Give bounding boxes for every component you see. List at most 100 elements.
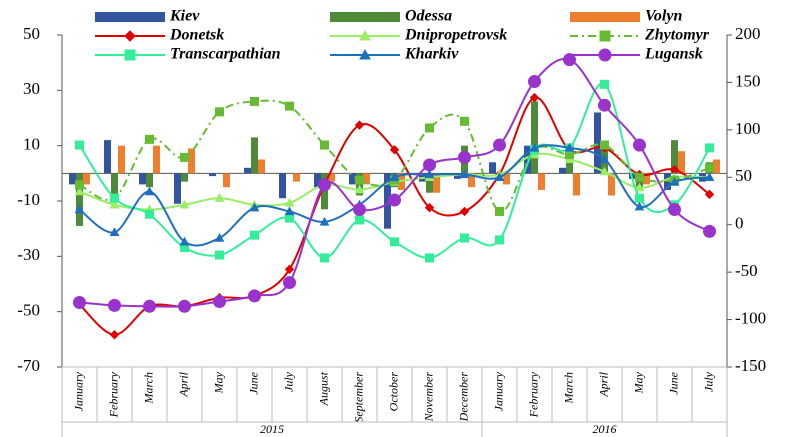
bar bbox=[293, 173, 300, 182]
point bbox=[635, 193, 644, 203]
bar bbox=[608, 173, 615, 196]
x-tick-label: March bbox=[141, 372, 155, 405]
bar bbox=[69, 173, 76, 185]
x-tick-label: February bbox=[526, 371, 540, 418]
bar bbox=[209, 173, 216, 177]
point bbox=[704, 189, 715, 200]
point bbox=[75, 140, 84, 150]
bar bbox=[279, 173, 286, 199]
point bbox=[285, 101, 294, 111]
bar bbox=[104, 140, 111, 174]
legend-label: Dnipropetrovsk bbox=[404, 27, 507, 44]
point bbox=[390, 237, 399, 247]
point bbox=[458, 150, 471, 164]
point bbox=[178, 299, 191, 313]
legend-marker bbox=[359, 29, 371, 41]
bar bbox=[573, 173, 580, 196]
point bbox=[633, 138, 646, 152]
point bbox=[459, 169, 470, 179]
point bbox=[284, 197, 295, 207]
point bbox=[179, 236, 190, 246]
point bbox=[635, 172, 644, 182]
y2-tick-label: 100 bbox=[735, 119, 761, 138]
line bbox=[78, 96, 711, 336]
legend-label: Odessa bbox=[405, 8, 452, 25]
y2-tick-label: -100 bbox=[735, 308, 766, 327]
bar bbox=[671, 140, 678, 174]
point bbox=[73, 295, 86, 309]
y-tick-label: -70 bbox=[17, 356, 40, 375]
point bbox=[109, 199, 120, 209]
y2-tick-label: 200 bbox=[735, 24, 761, 43]
point bbox=[145, 134, 154, 144]
bar bbox=[433, 173, 440, 193]
y-tick-label: -10 bbox=[17, 190, 40, 209]
point bbox=[144, 186, 155, 196]
point bbox=[599, 166, 610, 176]
point bbox=[424, 169, 435, 179]
point bbox=[250, 96, 259, 106]
x-tick-label: October bbox=[386, 372, 400, 412]
point bbox=[284, 264, 295, 275]
point bbox=[389, 145, 400, 155]
y2-tick-label: 0 bbox=[735, 214, 744, 233]
bar bbox=[174, 173, 181, 204]
x-tick-label: June bbox=[666, 371, 680, 394]
point bbox=[215, 250, 224, 260]
bar bbox=[223, 173, 230, 188]
x-tick-label: May bbox=[211, 371, 225, 394]
point bbox=[424, 202, 435, 213]
point bbox=[529, 142, 540, 152]
x-tick-label: February bbox=[106, 371, 120, 418]
legend-label: Kiev bbox=[169, 8, 200, 25]
bar bbox=[328, 173, 335, 182]
point bbox=[355, 175, 364, 185]
point bbox=[108, 298, 121, 312]
point bbox=[598, 98, 611, 112]
group-label: 2015 bbox=[260, 422, 284, 436]
line bbox=[78, 82, 711, 259]
point bbox=[669, 176, 680, 186]
point bbox=[460, 233, 469, 243]
bar bbox=[384, 173, 391, 229]
point bbox=[215, 107, 224, 117]
point bbox=[179, 199, 190, 209]
point bbox=[355, 215, 364, 225]
point bbox=[425, 253, 434, 263]
y-tick-label: 50 bbox=[23, 24, 40, 43]
y2-tick-label: -150 bbox=[735, 356, 766, 375]
point bbox=[529, 92, 540, 103]
point bbox=[75, 180, 84, 190]
bar bbox=[139, 173, 146, 185]
y2-tick-label: 50 bbox=[735, 166, 752, 185]
x-tick-label: June bbox=[246, 371, 260, 394]
point bbox=[494, 172, 505, 181]
point bbox=[564, 142, 575, 152]
point bbox=[109, 330, 120, 340]
point bbox=[705, 143, 714, 153]
point bbox=[248, 289, 261, 303]
legend-marker bbox=[124, 49, 136, 61]
legend-marker bbox=[598, 48, 612, 62]
bar bbox=[111, 173, 118, 196]
point bbox=[528, 74, 541, 88]
point bbox=[284, 206, 295, 216]
bar bbox=[426, 173, 433, 193]
point bbox=[249, 202, 260, 212]
bar bbox=[524, 145, 531, 174]
bar bbox=[531, 101, 538, 174]
bar bbox=[454, 173, 461, 179]
point bbox=[354, 120, 365, 130]
bar bbox=[146, 173, 153, 188]
bar bbox=[314, 173, 321, 188]
point bbox=[74, 204, 85, 214]
x-tick-label: July bbox=[281, 371, 295, 392]
legend-label: Volyn bbox=[645, 8, 682, 25]
x-tick-label: May bbox=[631, 371, 645, 394]
point bbox=[214, 232, 225, 242]
point bbox=[283, 276, 296, 290]
legend-swatch bbox=[330, 12, 400, 22]
bar bbox=[538, 173, 545, 190]
y-tick-label: -50 bbox=[17, 301, 40, 320]
